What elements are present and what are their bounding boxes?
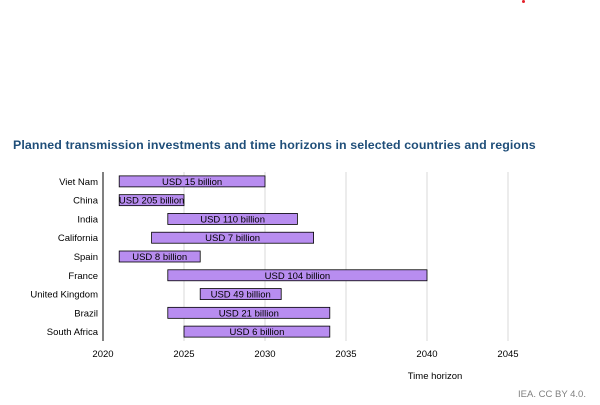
bar-data-label: USD 110 billion bbox=[200, 214, 265, 225]
x-tick-label: 2040 bbox=[416, 349, 437, 360]
bar bbox=[183, 325, 331, 338]
brand-dot bbox=[522, 0, 525, 3]
x-tick-label: 2030 bbox=[254, 349, 275, 360]
bar bbox=[167, 213, 298, 225]
category-label: China bbox=[73, 196, 99, 207]
chart-title: Planned transmission investments and tim… bbox=[13, 138, 536, 152]
bar-data-label: USD 205 billion bbox=[119, 196, 184, 207]
bar-data-label: USD 6 billion bbox=[229, 327, 284, 338]
bar-data-label: USD 104 billion bbox=[265, 271, 330, 282]
category-label: Spain bbox=[74, 252, 98, 263]
bar-data-label: USD 21 billion bbox=[219, 308, 279, 319]
category-labels: Viet Nam China India California Spain France U… bbox=[30, 177, 98, 338]
bar bbox=[199, 288, 282, 300]
bar-data-label: USD 49 billion bbox=[211, 290, 271, 301]
x-axis-label: Time horizon bbox=[408, 371, 463, 382]
category-label: Brazil bbox=[74, 308, 98, 319]
bar-data-label: USD 8 billion bbox=[132, 252, 187, 263]
bar bbox=[118, 194, 185, 207]
x-tick-label: 2025 bbox=[173, 349, 194, 360]
bar bbox=[118, 250, 201, 263]
bar-data-label: USD 7 billion bbox=[205, 233, 260, 244]
category-label: California bbox=[58, 233, 99, 244]
credit-text: IEA. CC BY 4.0. bbox=[518, 389, 586, 400]
category-label: India bbox=[77, 214, 98, 225]
bar bbox=[167, 269, 428, 282]
bars: USD 15 billion USD 205 billion USD 110 bil… bbox=[118, 175, 428, 338]
category-label: Viet Nam bbox=[59, 177, 98, 188]
category-label: United Kingdom bbox=[30, 290, 98, 301]
bar bbox=[118, 175, 266, 188]
bar-data-label: USD 15 billion bbox=[162, 177, 222, 188]
bar bbox=[167, 306, 331, 319]
bar bbox=[151, 231, 315, 244]
x-tick-label: 2045 bbox=[497, 349, 518, 360]
category-label: South Africa bbox=[47, 327, 99, 338]
category-label: France bbox=[68, 271, 98, 282]
x-tick-label: 2020 bbox=[92, 349, 113, 360]
x-tick-label: 2035 bbox=[335, 349, 356, 360]
x-tick-labels: 2020 2025 2030 2035 2040 2045 bbox=[92, 349, 518, 360]
